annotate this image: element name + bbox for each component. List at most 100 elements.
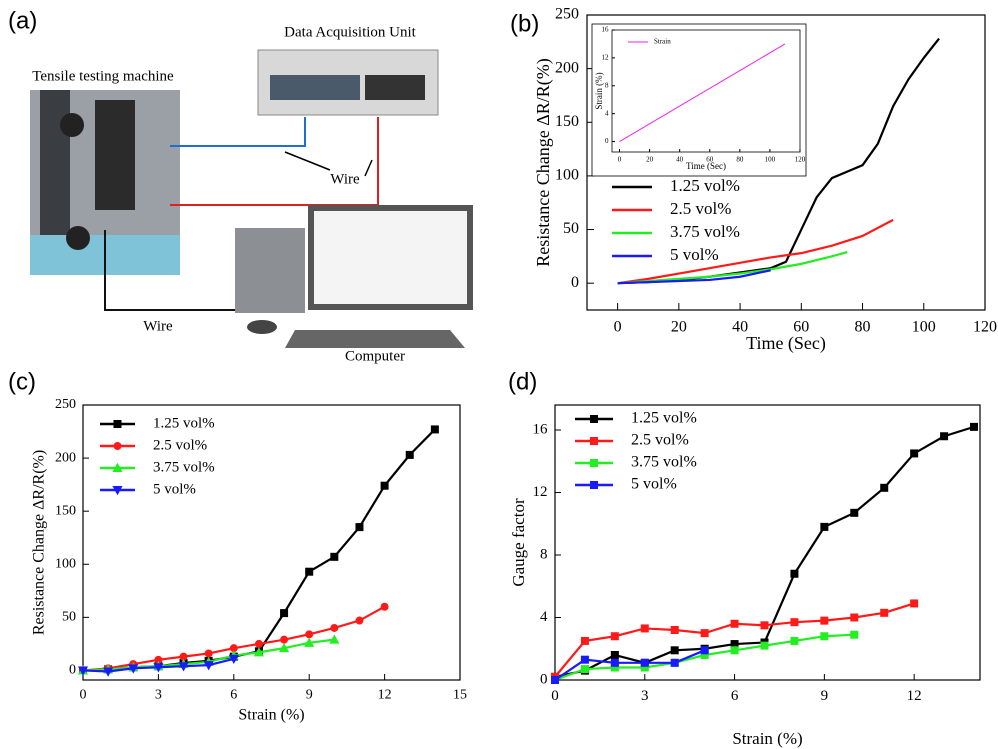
marker: [590, 415, 598, 423]
y-axis-label: Resistance Change ΔR/R(%): [533, 58, 554, 267]
chart: (d) 0 3 6 9 12 0 4 8 12 16 Strain (%) Gauge factor 1.…: [508, 368, 981, 748]
y-tick-label: 0: [571, 274, 579, 291]
marker: [970, 422, 979, 431]
marker: [178, 662, 189, 672]
y-tick-label: 50: [563, 220, 579, 237]
legend-label: 5 vol%: [631, 476, 677, 493]
plot-frame: [611, 29, 801, 153]
series-line: [617, 218, 894, 285]
marker: [280, 635, 289, 644]
marker: [610, 651, 619, 659]
panel-label: (a): [8, 7, 37, 34]
x-axis-label: Strain (%): [732, 729, 802, 748]
marker: [304, 637, 315, 647]
marker: [730, 646, 739, 655]
marker: [113, 420, 122, 428]
y-tick-label: 12: [533, 484, 548, 500]
x-tick-label: 15: [453, 688, 467, 703]
marker: [820, 522, 829, 531]
marker: [228, 654, 239, 665]
wire-black: [104, 230, 248, 311]
chart: 0 20 40 60 80 100 120 0 4 8 12 16 Time (Sec) Strain (…: [591, 23, 807, 177]
series-line: [82, 428, 436, 672]
y-axis-label: Resistance Change ΔR/R(%): [31, 450, 48, 635]
marker: [820, 616, 829, 625]
marker: [430, 425, 439, 434]
marker: [590, 481, 598, 489]
marker: [77, 666, 89, 676]
legend-label: 1.25 vol%: [631, 410, 697, 427]
marker: [330, 623, 339, 632]
legend-label: 2.5 vol%: [670, 199, 731, 218]
y-tick-label: 16: [602, 26, 610, 34]
marker: [329, 634, 340, 644]
marker: [790, 618, 799, 627]
marker: [700, 629, 709, 638]
machine-label: Tensile testing machine: [32, 68, 174, 84]
y-axis-label: Strain (%): [594, 72, 604, 109]
marker: [910, 449, 919, 458]
panel-label: (b): [510, 10, 539, 37]
x-tick-label: 20: [671, 318, 687, 335]
marker: [380, 481, 389, 490]
marker: [380, 602, 389, 611]
series-line: [619, 43, 786, 142]
legend-label: 1.25 vol%: [153, 415, 215, 431]
marker: [580, 655, 589, 664]
x-tick-label: 60: [706, 155, 714, 163]
marker: [760, 641, 769, 650]
marker: [670, 658, 679, 667]
marker: [670, 626, 679, 634]
legend-label: 5 vol%: [153, 481, 196, 497]
x-tick-label: 100: [912, 318, 936, 335]
marker: [113, 442, 122, 450]
marker: [670, 646, 679, 655]
x-tick-label: 12: [907, 688, 922, 704]
legend-label: 2.5 vol%: [631, 432, 689, 449]
computer-tower: [235, 228, 305, 313]
mouse: [247, 320, 277, 334]
x-tick-label: 3: [641, 688, 649, 704]
marker: [760, 621, 769, 630]
y-tick-label: 150: [555, 113, 579, 130]
y-tick-label: 250: [55, 397, 76, 412]
wire-blue: [170, 117, 306, 147]
knob: [66, 226, 90, 250]
x-tick-label: 60: [793, 318, 809, 335]
marker: [940, 432, 949, 441]
marker: [700, 646, 709, 655]
y-tick-label: 4: [605, 109, 609, 117]
x-tick-label: 20: [646, 155, 654, 163]
marker: [153, 663, 164, 673]
y-tick-label: 200: [55, 450, 76, 465]
y-tick-label: 100: [55, 556, 76, 571]
x-tick-label: 80: [855, 318, 871, 335]
plot-frame: [554, 404, 981, 681]
marker: [790, 636, 799, 645]
x-tick-label: 40: [732, 318, 748, 335]
marker: [330, 552, 339, 561]
marker: [790, 569, 799, 578]
legend-label: 1.25 vol%: [670, 176, 740, 195]
wire-label: Wire: [330, 171, 360, 187]
marker: [590, 437, 598, 445]
x-axis-label: Time (Sec): [746, 333, 826, 354]
x-tick-label: 9: [821, 688, 829, 704]
y-tick-label: 200: [555, 59, 579, 76]
machine-grip: [95, 100, 135, 210]
y-axis-label: Gauge factor: [509, 498, 528, 587]
knob: [60, 113, 84, 137]
x-tick-label: 6: [230, 688, 237, 703]
marker: [305, 567, 314, 576]
panel-label: (d): [508, 368, 537, 395]
marker: [880, 608, 889, 617]
marker: [640, 624, 649, 633]
marker: [305, 630, 314, 639]
y-tick-label: 50: [62, 610, 76, 625]
legend-label: 2.5 vol%: [153, 437, 207, 453]
legend-label: Strain: [654, 38, 671, 46]
y-tick-label: 12: [602, 53, 610, 61]
x-tick-label: 0: [551, 688, 559, 704]
x-tick-label: 40: [676, 155, 684, 163]
